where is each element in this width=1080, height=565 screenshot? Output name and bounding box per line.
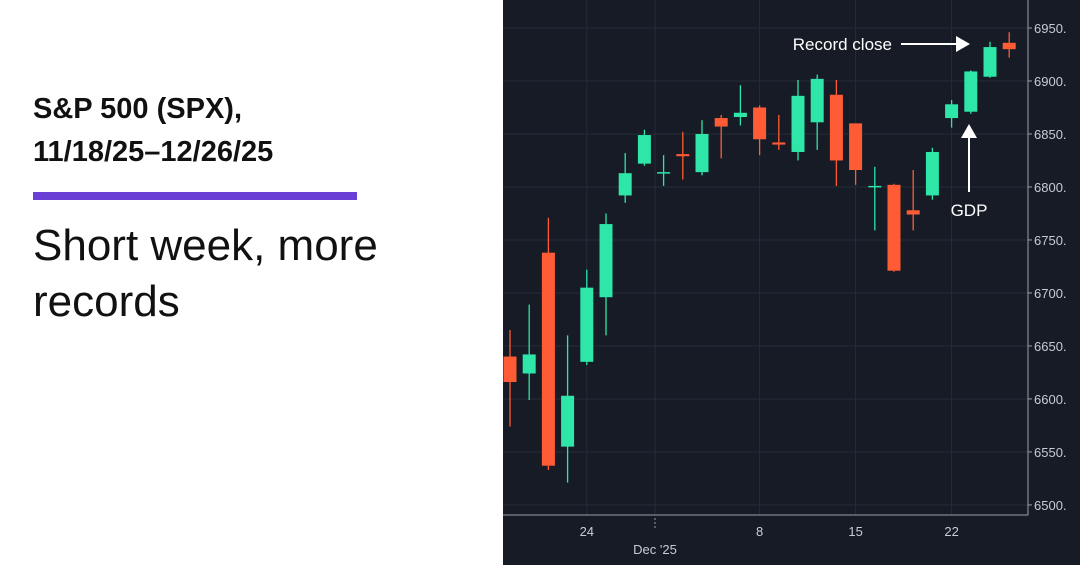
y-tick-label: 6950. bbox=[1034, 21, 1067, 36]
y-tick-label: 6500. bbox=[1034, 498, 1067, 513]
candle-body bbox=[868, 185, 882, 188]
candle-body bbox=[503, 356, 517, 382]
annotation: GDP bbox=[951, 201, 988, 220]
candle-body bbox=[580, 287, 594, 362]
y-tick-label: 6600. bbox=[1034, 392, 1067, 407]
candle-body bbox=[676, 154, 690, 157]
candle-body bbox=[772, 142, 786, 145]
candle-body bbox=[925, 151, 939, 196]
y-tick-label: 6750. bbox=[1034, 233, 1067, 248]
candle-body bbox=[810, 78, 824, 123]
x-tick-label: 22 bbox=[944, 524, 958, 539]
x-month-label: Dec '25 bbox=[633, 542, 677, 557]
candle-body bbox=[906, 210, 920, 215]
candle-body bbox=[637, 135, 651, 164]
x-tick-label: 15 bbox=[848, 524, 862, 539]
title-line: S&P 500 (SPX), bbox=[33, 93, 243, 125]
candle-body bbox=[983, 47, 997, 77]
subtitle: Short week, more records bbox=[33, 221, 378, 326]
title-line: 11/18/25–12/26/25 bbox=[33, 136, 274, 168]
candle-body bbox=[695, 133, 709, 173]
y-tick-label: 6800. bbox=[1034, 180, 1067, 195]
y-tick-label: 6700. bbox=[1034, 286, 1067, 301]
y-tick-label: 6850. bbox=[1034, 127, 1067, 142]
candle-body bbox=[714, 118, 728, 127]
candle-body bbox=[599, 224, 613, 298]
candle-body bbox=[829, 94, 843, 161]
candle-body bbox=[1002, 42, 1016, 50]
candle-body bbox=[791, 95, 805, 152]
chart: 6500. 6550. 6600. 6650. 6700. 6750. 6800. 6850.… bbox=[503, 0, 1080, 565]
annotation: Record close bbox=[793, 35, 892, 54]
x-tick-label: 8 bbox=[756, 524, 763, 539]
candle-body bbox=[733, 112, 747, 118]
y-tick-label: 6650. bbox=[1034, 339, 1067, 354]
candle-body bbox=[964, 71, 978, 112]
candle-body bbox=[849, 123, 863, 171]
candle-body bbox=[753, 107, 767, 140]
candle-body bbox=[522, 354, 536, 374]
y-tick-label: 6900. bbox=[1034, 74, 1067, 89]
y-tick-label: 6550. bbox=[1034, 445, 1067, 460]
candle-body bbox=[618, 173, 632, 196]
candle-body bbox=[945, 104, 959, 119]
chart-background bbox=[503, 0, 1080, 565]
text-panel: S&P 500 (SPX), 11/18/25–12/26/25 Short w… bbox=[33, 88, 473, 330]
candle-body bbox=[657, 172, 671, 174]
x-tick-label: 24 bbox=[580, 524, 594, 539]
candle-body bbox=[561, 395, 575, 447]
candle-body bbox=[541, 252, 555, 466]
title: S&P 500 (SPX), 11/18/25–12/26/25 bbox=[33, 88, 473, 174]
divider bbox=[33, 192, 357, 200]
candle-body bbox=[887, 184, 901, 271]
